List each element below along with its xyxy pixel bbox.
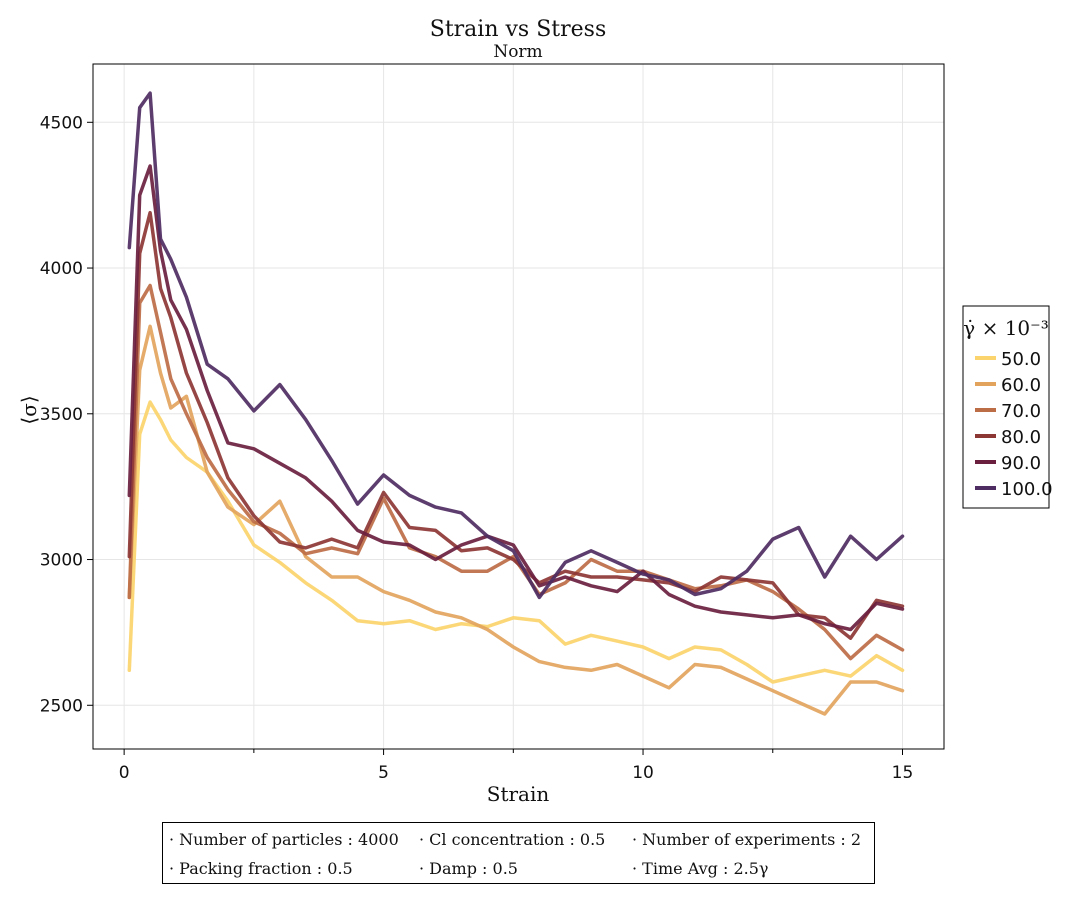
info-number-of-experiments: · Number of experiments : 2 <box>632 830 862 849</box>
y-tick-label: 4000 <box>40 259 83 279</box>
plot-area <box>93 64 944 749</box>
series-line-90.0 <box>127 164 905 632</box>
series-lines <box>127 91 905 716</box>
info-number-of-particles: · Number of particles : 4000 <box>169 830 399 849</box>
series-line-80.0 <box>127 210 905 640</box>
parameters-box: · Number of particles : 4000 · Cl concen… <box>162 822 875 884</box>
axes: 0 5 10 15 2500 3000 3500 4000 4500 <box>40 63 945 783</box>
legend-title: γ̇ × 10⁻³ <box>963 316 1048 340</box>
legend: γ̇ × 10⁻³ 50.0 60.0 70.0 80.0 90.0 100.0 <box>962 305 1053 509</box>
legend-label-90.0: 90.0 <box>1001 453 1041 474</box>
info-packing-fraction: · Packing fraction : 0.5 <box>169 859 353 878</box>
x-tick-label: 5 <box>378 763 389 783</box>
legend-frame <box>962 305 1050 509</box>
y-tick-label: 2500 <box>40 696 83 716</box>
legend-label-80.0: 80.0 <box>1001 427 1041 448</box>
series-line-70.0 <box>127 283 905 661</box>
legend-label-50.0: 50.0 <box>1001 349 1041 370</box>
x-axis-label: Strain <box>487 782 550 806</box>
chart-subtitle: Norm <box>493 42 542 62</box>
y-tick-label: 3500 <box>40 405 83 425</box>
x-tick-label: 0 <box>119 763 130 783</box>
y-axis-label: ⟨σ⟩ <box>17 395 41 424</box>
legend-label-100.0: 100.0 <box>1001 479 1053 500</box>
info-cl-concentration: · Cl concentration : 0.5 <box>419 830 606 849</box>
grid-lines <box>93 64 944 749</box>
plot-frame <box>92 63 945 750</box>
info-time-avg: · Time Avg : 2.5γ <box>632 859 769 878</box>
x-tick-label: 15 <box>892 763 914 783</box>
y-tick-label: 4500 <box>40 113 83 133</box>
legend-items: 50.0 60.0 70.0 80.0 90.0 100.0 <box>975 349 1053 500</box>
series-line-100.0 <box>127 91 905 600</box>
chart-title: Strain vs Stress <box>430 17 606 42</box>
y-tick-label: 3000 <box>40 551 83 571</box>
info-damp: · Damp : 0.5 <box>419 859 518 878</box>
legend-label-70.0: 70.0 <box>1001 401 1041 422</box>
x-tick-label: 10 <box>632 763 654 783</box>
legend-label-60.0: 60.0 <box>1001 375 1041 396</box>
